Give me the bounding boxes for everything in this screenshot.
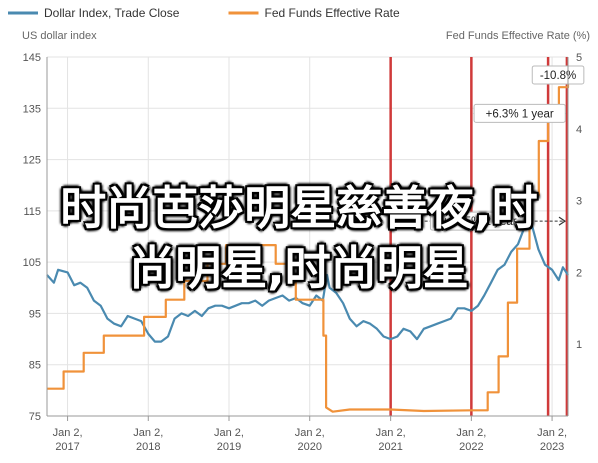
x-tick-label-line1: Jan 2,	[53, 427, 83, 439]
markers	[389, 57, 569, 416]
legend: Dollar Index, Trade Close Fed Funds Effec…	[8, 6, 400, 20]
left-tick-label: 75	[29, 411, 41, 423]
left-tick-label: 115	[23, 206, 41, 218]
left-tick-label: 135	[23, 103, 41, 115]
x-tick-label-line2: 2021	[378, 441, 402, 453]
x-tick-label-line1: Jan 2,	[376, 427, 406, 439]
x-tick-label-line2: 2019	[217, 441, 241, 453]
left-axis-title: US dollar index	[22, 30, 97, 42]
x-tick-label-line2: 2023	[540, 441, 564, 453]
x-tick-label-line1: Jan 2,	[456, 427, 486, 439]
series-lines	[46, 69, 570, 413]
legend-label: Dollar Index, Trade Close	[44, 6, 180, 20]
annotation-box	[429, 211, 529, 231]
x-tick-label-line2: 2018	[136, 441, 160, 453]
right-tick-label: 5	[576, 52, 582, 64]
right-tick-label: 4	[576, 124, 582, 136]
annotation-box	[531, 65, 585, 85]
x-tick-label-line1: Jan 2,	[214, 427, 244, 439]
annotation-arrow-right	[558, 216, 567, 226]
right-axis-title: Fed Funds Effective Rate (%)	[446, 30, 590, 42]
x-tick-label-line2: 2017	[55, 441, 79, 453]
x-tick-label-line2: 2020	[297, 441, 321, 453]
annotation-label: +12.5% 2 year	[442, 216, 517, 228]
x-tick-label-line1: Jan 2,	[133, 427, 163, 439]
annotations: +12.5% 2 year +6.3% 1 year -10.8%	[392, 65, 585, 231]
annotation-box	[473, 103, 566, 123]
x-tick-label-line2: 2022	[459, 441, 483, 453]
left-tick-label: 85	[29, 360, 41, 372]
annotation-label: +6.3% 1 year	[486, 108, 554, 120]
x-tick-label-line1: Jan 2,	[295, 427, 325, 439]
left-tick-label: 145	[23, 52, 41, 64]
left-tick-label: 105	[23, 257, 41, 269]
left-tick-label: 125	[23, 155, 41, 167]
right-tick-label: 3	[576, 196, 582, 208]
right-tick-label: 2	[576, 267, 582, 279]
annotation-label: -10.8%	[540, 70, 576, 82]
legend-label: Fed Funds Effective Rate	[265, 6, 401, 20]
x-tick-label-line1: Jan 2,	[537, 427, 567, 439]
left-tick-label: 95	[29, 308, 41, 320]
series-line	[47, 69, 570, 413]
right-tick-label: 1	[576, 339, 582, 351]
annotation-arrow-left	[392, 216, 400, 226]
